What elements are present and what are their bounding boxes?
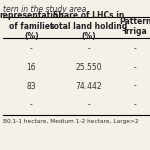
Text: B0.1-1 hectare, Medium 1-2 hectare, Large>2: B0.1-1 hectare, Medium 1-2 hectare, Larg… [3,119,139,124]
Text: 74.442: 74.442 [75,82,102,91]
Text: -: - [134,63,136,72]
Text: -: - [30,44,33,53]
Text: -: - [134,44,136,53]
Text: -: - [134,100,136,109]
Text: Share of LHCs in
total land holding
(%): Share of LHCs in total land holding (%) [50,11,127,41]
Text: Pattern
Irriga: Pattern Irriga [119,16,150,36]
Text: -: - [87,44,90,53]
Text: 16: 16 [27,63,36,72]
Text: -: - [30,100,33,109]
Text: representation
of families
(%): representation of families (%) [0,11,64,41]
Text: -: - [87,100,90,109]
Text: -: - [134,82,136,91]
Text: 83: 83 [27,82,36,91]
Text: 25.550: 25.550 [75,63,102,72]
Text: tern in the study area.: tern in the study area. [3,4,89,14]
